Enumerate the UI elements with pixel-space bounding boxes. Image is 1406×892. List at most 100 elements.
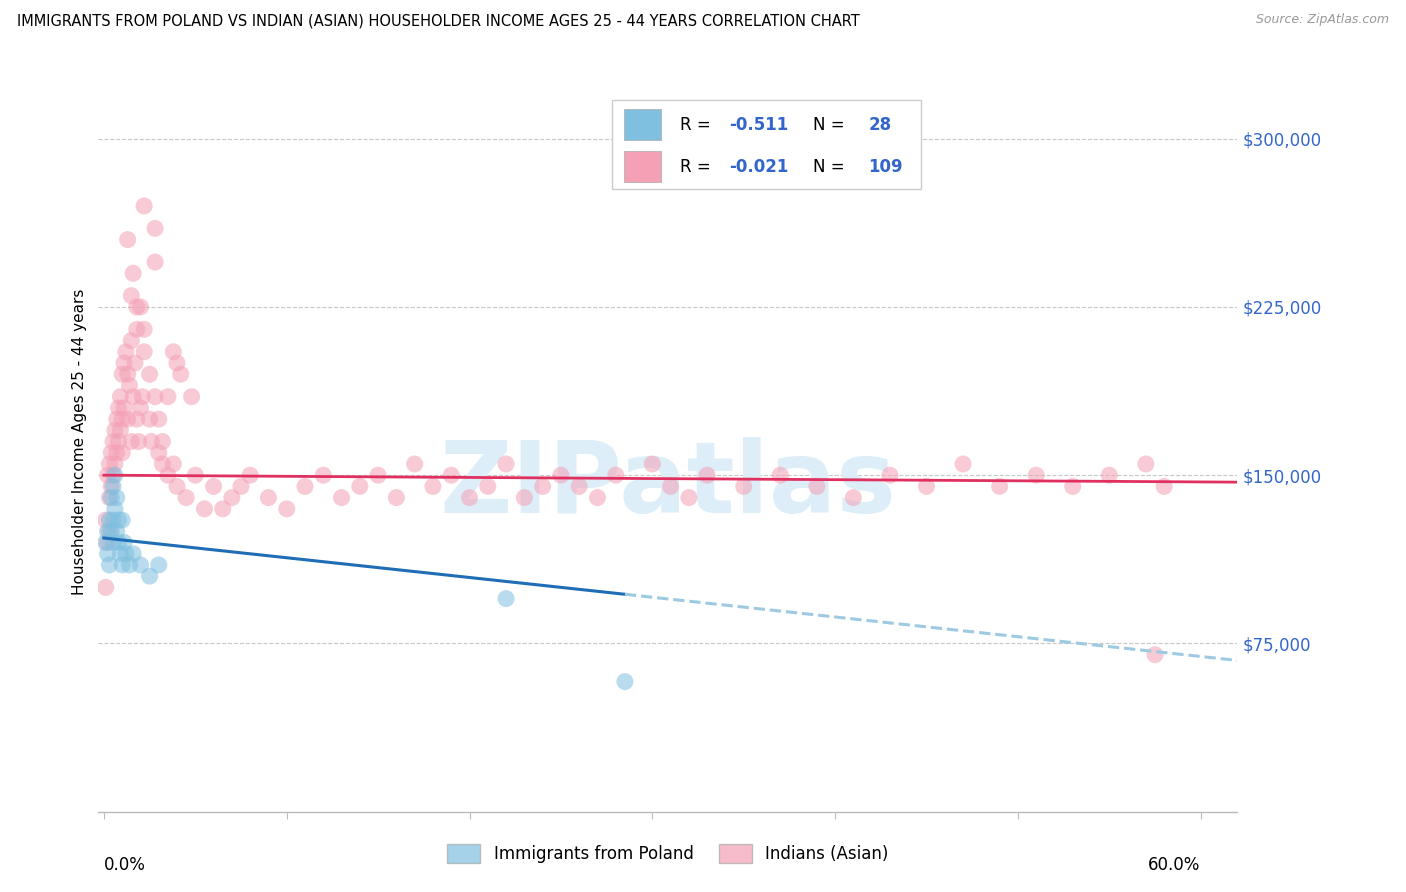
Point bbox=[110, 390, 132, 404]
Point bbox=[117, 233, 139, 247]
Point bbox=[105, 491, 128, 505]
Text: -0.021: -0.021 bbox=[730, 158, 789, 176]
Point bbox=[131, 390, 153, 404]
Point bbox=[422, 479, 444, 493]
Point bbox=[769, 468, 792, 483]
Point bbox=[107, 434, 129, 449]
Point bbox=[104, 468, 127, 483]
Point bbox=[988, 479, 1011, 493]
Point bbox=[733, 479, 755, 493]
Point bbox=[111, 558, 134, 572]
Point bbox=[174, 491, 197, 505]
Point bbox=[156, 390, 179, 404]
Point bbox=[117, 412, 139, 426]
Point bbox=[105, 446, 128, 460]
Point bbox=[118, 378, 141, 392]
Point bbox=[94, 513, 117, 527]
Point bbox=[180, 390, 202, 404]
Point bbox=[101, 434, 124, 449]
Point bbox=[513, 491, 536, 505]
Point bbox=[550, 468, 572, 483]
Point bbox=[229, 479, 252, 493]
Point bbox=[105, 524, 128, 539]
Point bbox=[118, 558, 141, 572]
Point bbox=[678, 491, 700, 505]
Point bbox=[170, 368, 193, 382]
Point bbox=[148, 446, 170, 460]
Point bbox=[107, 535, 129, 549]
Point bbox=[148, 558, 170, 572]
Point bbox=[97, 547, 120, 561]
Point bbox=[111, 446, 134, 460]
Point bbox=[101, 513, 124, 527]
Text: N =: N = bbox=[813, 158, 849, 176]
Point bbox=[100, 524, 122, 539]
Point bbox=[100, 446, 122, 460]
Point bbox=[97, 524, 120, 539]
Point bbox=[111, 513, 134, 527]
Point bbox=[659, 479, 682, 493]
Point bbox=[276, 501, 298, 516]
Point bbox=[98, 558, 121, 572]
Point bbox=[94, 535, 117, 549]
Point bbox=[221, 491, 243, 505]
Point bbox=[143, 390, 166, 404]
Point bbox=[122, 547, 145, 561]
Point bbox=[98, 513, 121, 527]
Point bbox=[112, 401, 135, 415]
Point bbox=[120, 289, 142, 303]
Point bbox=[696, 468, 718, 483]
Point bbox=[605, 468, 627, 483]
Point bbox=[495, 591, 517, 606]
Point bbox=[125, 412, 148, 426]
Point bbox=[257, 491, 280, 505]
Point bbox=[98, 457, 121, 471]
Point bbox=[134, 322, 156, 336]
Point bbox=[110, 547, 132, 561]
Point bbox=[111, 412, 134, 426]
Point bbox=[349, 479, 371, 493]
Point bbox=[156, 468, 179, 483]
Point bbox=[385, 491, 408, 505]
Point bbox=[94, 580, 117, 594]
Point bbox=[138, 412, 160, 426]
Point bbox=[98, 491, 121, 505]
Point bbox=[312, 468, 335, 483]
Point bbox=[111, 368, 134, 382]
Text: Source: ZipAtlas.com: Source: ZipAtlas.com bbox=[1256, 13, 1389, 27]
Point bbox=[129, 300, 152, 314]
Point bbox=[143, 221, 166, 235]
Point bbox=[162, 457, 184, 471]
Point bbox=[101, 479, 124, 493]
Point bbox=[117, 368, 139, 382]
Point bbox=[915, 479, 938, 493]
Point bbox=[101, 535, 124, 549]
Point bbox=[952, 457, 974, 471]
Point bbox=[129, 558, 152, 572]
Point bbox=[115, 547, 138, 561]
Point bbox=[129, 401, 152, 415]
Y-axis label: Householder Income Ages 25 - 44 years: Householder Income Ages 25 - 44 years bbox=[72, 288, 87, 595]
Point bbox=[806, 479, 828, 493]
Point bbox=[128, 434, 150, 449]
Point bbox=[141, 434, 163, 449]
Point bbox=[152, 457, 174, 471]
FancyBboxPatch shape bbox=[624, 109, 661, 140]
Point bbox=[294, 479, 316, 493]
Point bbox=[148, 412, 170, 426]
Point bbox=[110, 423, 132, 437]
Point bbox=[367, 468, 389, 483]
Point bbox=[1153, 479, 1175, 493]
Point bbox=[97, 468, 120, 483]
Point bbox=[122, 266, 145, 280]
Text: 0.0%: 0.0% bbox=[104, 856, 146, 874]
Point bbox=[97, 535, 120, 549]
Point bbox=[120, 434, 142, 449]
Text: 109: 109 bbox=[869, 158, 903, 176]
Point bbox=[211, 501, 233, 516]
Point bbox=[152, 434, 174, 449]
Point bbox=[115, 344, 138, 359]
Point bbox=[112, 535, 135, 549]
Point bbox=[330, 491, 353, 505]
Point bbox=[166, 356, 188, 370]
